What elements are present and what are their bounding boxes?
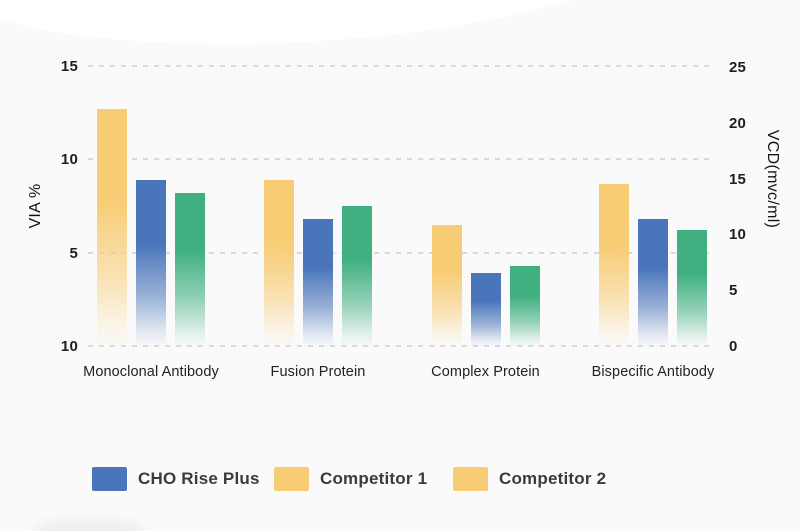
bar-cho-rise-plus-complex-protein	[470, 273, 501, 346]
background-smudge-shape	[34, 519, 144, 531]
category-label-bispecific-antibody: Bispecific Antibody	[591, 364, 715, 380]
bar-competitor-2-bispecific-antibody	[677, 230, 707, 346]
bar-cho-rise-plus-fusion-protein	[303, 219, 333, 346]
gridline	[88, 345, 715, 347]
legend-swatch-competitor-1	[274, 467, 309, 491]
left-axis-tick: 10	[60, 151, 78, 169]
left-axis-tick: 10	[60, 338, 78, 355]
legend-item-competitor-1: Competitor 1	[274, 466, 427, 492]
bar-competitor-2-fusion-protein	[342, 206, 372, 346]
legend-item-competitor-2: Competitor 2	[453, 466, 606, 492]
right-axis-tick: 25	[729, 59, 747, 76]
legend-item-cho-rise-plus: CHO Rise Plus	[92, 466, 260, 492]
right-axis-tick: 0	[729, 338, 738, 355]
left-axis-title: VIA %	[27, 183, 44, 229]
bar-cho-rise-plus-monoclonal-antibody	[136, 179, 166, 346]
legend-swatch-competitor-2	[453, 467, 488, 491]
right-axis-tick: 15	[729, 170, 747, 188]
category-label-fusion-protein: Fusion Protein	[270, 364, 366, 380]
bar-competitor-1-bispecific-antibody	[599, 183, 629, 346]
left-axis-tick: 15	[60, 58, 78, 75]
legend-label: Competitor 2	[499, 469, 607, 488]
gridline	[88, 158, 715, 161]
plot-area: 15 10 5 10 25 20 15 10 5 0 VIA % VCD(mvc/ml) Mon…	[27, 58, 781, 380]
left-axis-tick: 5	[69, 244, 78, 262]
legend-label: CHO Rise Plus	[138, 469, 260, 488]
bar-competitor-1-fusion-protein	[264, 179, 294, 346]
right-axis-tick: 10	[729, 226, 747, 244]
legend-label: Competitor 1	[320, 469, 428, 488]
bar-competitor-1-monoclonal-antibody	[97, 108, 127, 346]
bar-cho-rise-plus-bispecific-antibody	[638, 219, 668, 346]
bar-competitor-2-complex-protein	[509, 265, 540, 346]
gridline	[88, 251, 715, 254]
legend-swatch-cho-rise-plus	[92, 467, 127, 491]
category-label-complex-protein: Complex Protein	[431, 364, 540, 380]
category-label-monoclonal-antibody: Monoclonal Antibody	[83, 364, 219, 380]
bar-competitor-2-monoclonal-antibody	[175, 192, 205, 346]
legend: CHO Rise Plus Competitor 1 Competitor 2	[0, 466, 800, 496]
right-axis-tick: 20	[729, 114, 747, 132]
right-axis-title: VCD(mvc/ml)	[764, 129, 781, 229]
bar-competitor-1-complex-protein	[431, 224, 462, 346]
right-axis-tick: 5	[729, 282, 738, 300]
gridline	[88, 65, 715, 67]
